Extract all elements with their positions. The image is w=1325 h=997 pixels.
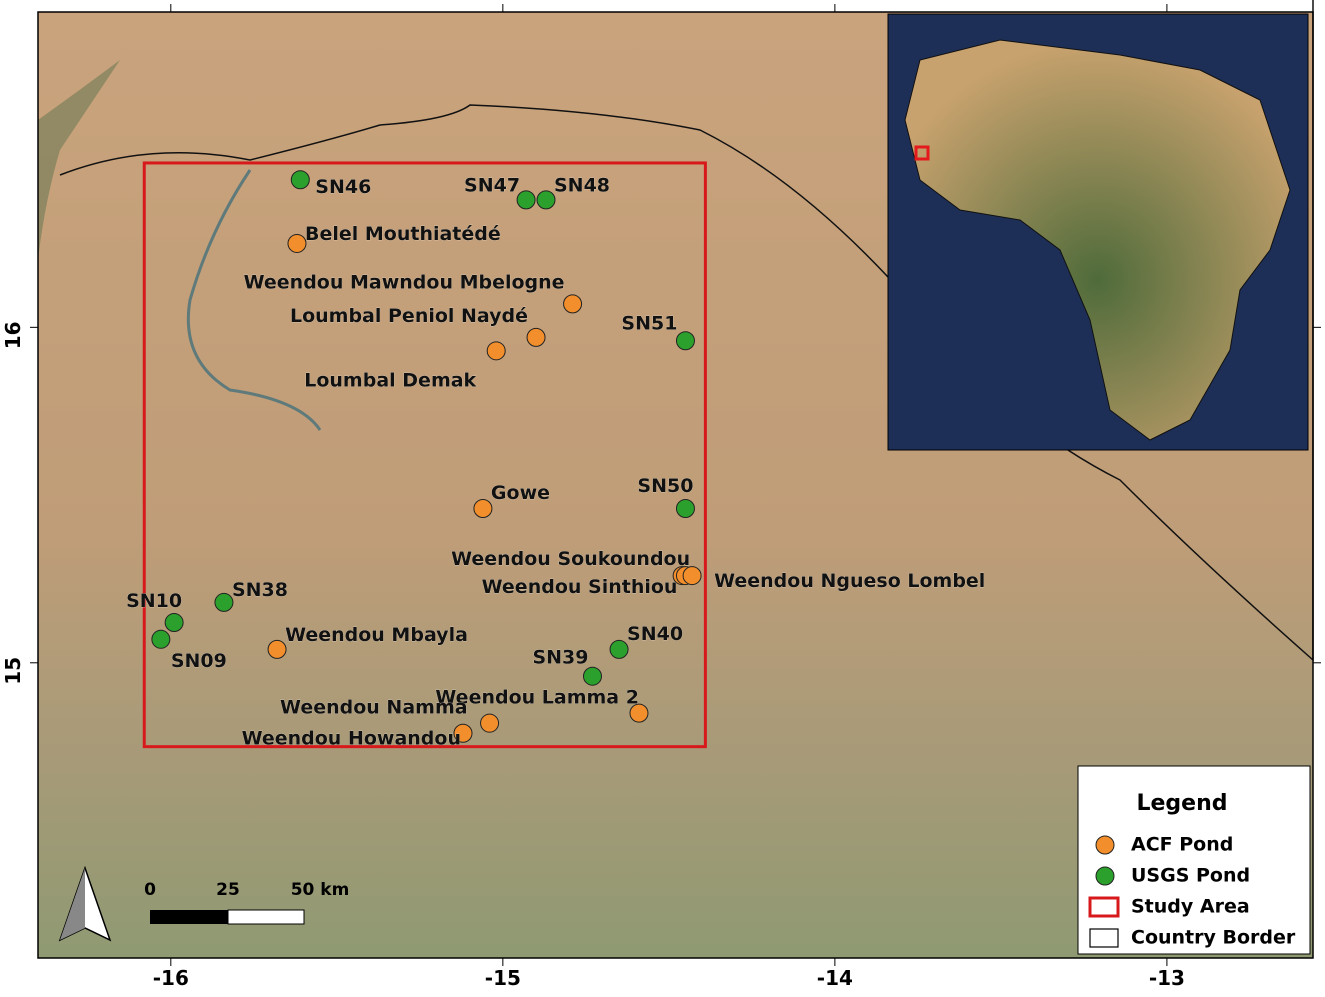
pond-label: SN47 bbox=[464, 174, 520, 196]
pond-point bbox=[682, 566, 702, 586]
scale-label: 0 bbox=[144, 880, 156, 900]
map-frame bbox=[37, 11, 1314, 959]
scale-segment bbox=[150, 910, 228, 924]
pond-label: Weendou Mawndou Mbelogne bbox=[244, 271, 565, 293]
pond-label: Weendou Ngueso Lombel bbox=[714, 570, 985, 592]
pond-point bbox=[486, 341, 506, 361]
inset-africa bbox=[904, 39, 1291, 441]
pond-label: Loumbal Demak bbox=[304, 369, 476, 391]
pond-point bbox=[267, 639, 287, 659]
terrain bbox=[38, 60, 120, 260]
pond-label: SN10 bbox=[126, 590, 182, 612]
pond-point bbox=[675, 331, 695, 351]
scale-segment bbox=[227, 909, 305, 925]
pond-label: Weendou Namma bbox=[280, 697, 468, 719]
pond-point bbox=[214, 592, 234, 612]
legend-label: Study Area bbox=[1131, 896, 1250, 918]
pond-point bbox=[151, 629, 171, 649]
border-line bbox=[59, 104, 901, 291]
pond-label: Loumbal Peniol Naydé bbox=[290, 305, 528, 327]
legend: Legend ACF Pond USGS Pond Study Area Countr… bbox=[1077, 765, 1311, 955]
pond-point bbox=[287, 233, 307, 253]
legend-symbol bbox=[1095, 835, 1115, 855]
inset-locator bbox=[914, 145, 930, 161]
pond-label: Gowe bbox=[491, 482, 550, 504]
legend-label: ACF Pond bbox=[1131, 834, 1233, 856]
pond-point bbox=[516, 190, 536, 210]
legend-box bbox=[1077, 765, 1311, 955]
pond-point bbox=[164, 613, 184, 633]
pond-label: Belel Mouthiatédé bbox=[305, 223, 501, 245]
pond-label: SN39 bbox=[532, 647, 588, 669]
legend-symbol bbox=[1088, 896, 1120, 918]
pond-point bbox=[563, 294, 583, 314]
pond-point bbox=[609, 639, 629, 659]
pond-label: Weendou Mbayla bbox=[285, 624, 468, 646]
pond-label: Weendou Soukoundou bbox=[451, 548, 690, 570]
pond-point bbox=[290, 170, 310, 190]
pond-point bbox=[526, 327, 546, 347]
y-tick-label: 15 bbox=[1, 657, 25, 685]
x-tick-label: -15 bbox=[485, 966, 521, 990]
pond-label: Weendou Howandou bbox=[242, 728, 461, 750]
pond-point bbox=[536, 190, 556, 210]
pond-point bbox=[480, 713, 500, 733]
legend-symbol bbox=[1089, 928, 1119, 948]
x-tick-label: -16 bbox=[153, 966, 189, 990]
legend-label: USGS Pond bbox=[1131, 865, 1250, 887]
legend-title: Legend bbox=[1136, 791, 1227, 816]
pond-point bbox=[453, 723, 473, 743]
pond-label: SN09 bbox=[171, 650, 227, 672]
north-arrow bbox=[60, 868, 85, 940]
pond-label: SN51 bbox=[621, 312, 677, 334]
legend-symbol bbox=[1095, 866, 1115, 886]
pond-label: SN48 bbox=[554, 174, 610, 196]
pond-point bbox=[473, 498, 493, 518]
pond-label: SN50 bbox=[637, 475, 693, 497]
y-tick-label: 16 bbox=[1, 321, 25, 349]
pond-point bbox=[582, 666, 602, 686]
legend-label: Country Border bbox=[1131, 927, 1296, 949]
pond-label: SN38 bbox=[232, 579, 288, 601]
pond-point bbox=[675, 498, 695, 518]
scale-bar: 0 25 50 km bbox=[58, 865, 350, 942]
pond-label: SN46 bbox=[315, 176, 371, 198]
river bbox=[186, 169, 322, 431]
x-tick-label: -13 bbox=[1149, 966, 1185, 990]
scale-label: 50 km bbox=[291, 880, 350, 900]
pond-point bbox=[629, 703, 649, 723]
pond-label: Weendou Sinthiou bbox=[482, 576, 678, 598]
study-area bbox=[142, 161, 707, 749]
pond-label: SN40 bbox=[627, 623, 683, 645]
pond-label: Weendou Lamma 2 bbox=[435, 687, 639, 709]
scale-label: 25 bbox=[216, 880, 240, 900]
x-tick-label: -14 bbox=[817, 966, 853, 990]
inset-map bbox=[887, 13, 1309, 451]
